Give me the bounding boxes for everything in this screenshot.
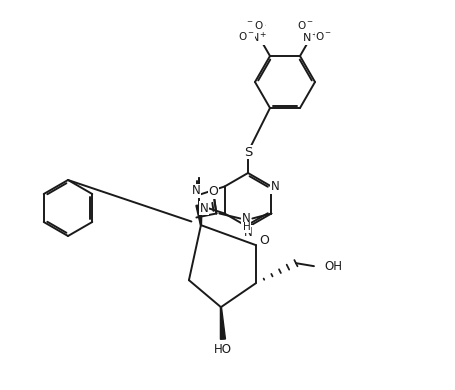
Text: $^-$O: $^-$O	[245, 19, 264, 31]
Text: N: N	[270, 180, 279, 193]
Text: O$^-$: O$^-$	[297, 19, 313, 31]
Text: N: N	[243, 225, 252, 239]
Text: O: O	[208, 185, 218, 198]
Text: HO: HO	[213, 343, 232, 356]
Polygon shape	[196, 205, 202, 225]
Text: N$^+$: N$^+$	[250, 29, 267, 44]
Text: O$^-$: O$^-$	[237, 30, 254, 42]
Text: N: N	[191, 184, 200, 197]
Polygon shape	[220, 307, 225, 339]
Text: O: O	[258, 234, 268, 246]
Text: N: N	[242, 212, 250, 225]
Text: N: N	[199, 202, 208, 214]
Text: S: S	[243, 145, 252, 158]
Text: O$^-$: O$^-$	[315, 30, 332, 42]
Text: OH: OH	[323, 260, 341, 273]
Text: H: H	[242, 223, 250, 232]
Text: N$^+$: N$^+$	[302, 29, 319, 44]
